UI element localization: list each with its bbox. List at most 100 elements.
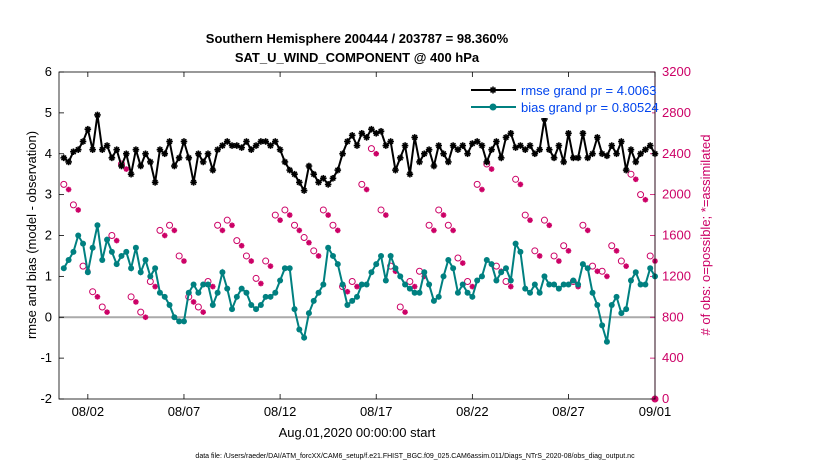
- marker-arm: [108, 154, 115, 161]
- bias-point: [382, 277, 389, 284]
- marker-arm: [614, 248, 620, 254]
- marker-arm: [349, 132, 356, 139]
- assimilated-obs-point: [354, 283, 360, 290]
- bias-point: [527, 289, 534, 296]
- rmse-point: [353, 142, 361, 149]
- bias-point: [450, 265, 457, 272]
- bias-point: [459, 281, 466, 288]
- bias-point: [200, 281, 207, 288]
- rmse-point: [632, 158, 640, 166]
- plot-frame: [58, 71, 656, 400]
- assimilated-obs-point: [431, 227, 437, 234]
- marker-arm: [531, 150, 538, 157]
- bias-point: [570, 277, 577, 284]
- bias-point: [161, 293, 168, 300]
- bias-point: [584, 265, 591, 272]
- marker-arm: [565, 248, 572, 254]
- bias-point: [608, 301, 615, 308]
- possible-obs-point: [473, 180, 481, 188]
- bias-point: [478, 273, 485, 280]
- marker-arm: [623, 263, 629, 269]
- marker-arm: [191, 299, 197, 305]
- marker-arm: [632, 159, 639, 165]
- marker-arm: [411, 134, 418, 141]
- bias-point: [257, 301, 264, 308]
- bias-point: [555, 285, 562, 292]
- marker-arm: [555, 142, 562, 149]
- marker-arm: [537, 253, 543, 259]
- possible-obs-point: [242, 252, 250, 260]
- y-axis-right: 0 400 800 1200 1600 2000 2400 2800 3200: [650, 64, 691, 406]
- assimilated-obs-point: [459, 260, 466, 266]
- marker-arm: [522, 146, 529, 153]
- marker-arm: [546, 222, 552, 228]
- rmse-point: [161, 150, 169, 158]
- bias-point: [224, 285, 231, 292]
- bias-point: [594, 301, 601, 308]
- assimilated-obs-point: [94, 294, 101, 300]
- marker-arm: [580, 130, 586, 137]
- rmse-point: [401, 142, 409, 149]
- marker-arm: [219, 142, 226, 149]
- rmse-point: [127, 170, 135, 178]
- possible-obs-point: [194, 303, 202, 311]
- marker-arm: [358, 130, 365, 137]
- x-tick-label: 08/22: [456, 404, 489, 419]
- y2-tick-label: 0: [662, 391, 669, 406]
- possible-obs-point: [560, 242, 568, 250]
- bias-point: [190, 281, 197, 288]
- marker-arm: [608, 142, 615, 149]
- bias-point: [329, 252, 336, 259]
- rmse-point: [190, 179, 197, 186]
- rmse-point: [305, 162, 313, 170]
- marker-arm: [123, 150, 130, 157]
- legend: rmse grand pr = 4.0063 bias grand pr = 0…: [466, 80, 659, 118]
- bias-point: [248, 301, 255, 308]
- marker-arm: [171, 163, 178, 169]
- marker-arm: [161, 150, 168, 157]
- possible-obs-point: [435, 206, 443, 214]
- marker-arm: [229, 142, 235, 149]
- bias-point: [579, 261, 586, 268]
- bias-point: [229, 306, 236, 313]
- bias-point: [599, 322, 606, 329]
- assimilated-obs-point: [171, 227, 178, 234]
- rmse-point: [98, 146, 106, 153]
- possible-obs-point: [127, 293, 135, 301]
- marker-arm: [113, 146, 120, 153]
- marker-arm: [286, 167, 293, 173]
- rmse-point: [622, 166, 630, 174]
- rmse-point: [627, 146, 635, 153]
- bias-point: [531, 281, 538, 288]
- rmse-point: [584, 154, 592, 162]
- rmse-point: [156, 146, 164, 153]
- marker-arm: [84, 126, 91, 133]
- marker-arm: [152, 179, 159, 186]
- rmse-point: [603, 152, 611, 160]
- assimilated-obs-point: [210, 283, 216, 290]
- rmse-point: [324, 181, 332, 188]
- rmse-point: [180, 138, 188, 145]
- marker-arm: [363, 134, 370, 141]
- bias-point: [334, 261, 341, 268]
- marker-arm: [387, 138, 394, 145]
- assimilated-obs-point: [450, 227, 456, 234]
- marker-arm: [368, 126, 375, 133]
- rmse-point: [550, 154, 558, 162]
- rmse-point: [94, 111, 101, 119]
- possible-obs-point: [406, 277, 414, 285]
- assimilated-obs-point: [190, 299, 197, 305]
- rmse-point: [517, 142, 524, 149]
- rmse-point: [416, 158, 423, 166]
- rmse-point: [392, 166, 399, 174]
- marker-arm: [647, 142, 654, 149]
- bias-point: [80, 240, 87, 247]
- marker-arm: [75, 146, 82, 153]
- marker-arm: [575, 154, 581, 161]
- marker-arm: [493, 138, 500, 145]
- rmse-point: [204, 150, 212, 158]
- possible-obs-point: [454, 254, 462, 262]
- chart-title-line1: Southern Hemisphere 200444 / 203787 = 98…: [206, 31, 509, 46]
- rmse-point: [425, 146, 433, 153]
- marker-arm: [489, 86, 497, 94]
